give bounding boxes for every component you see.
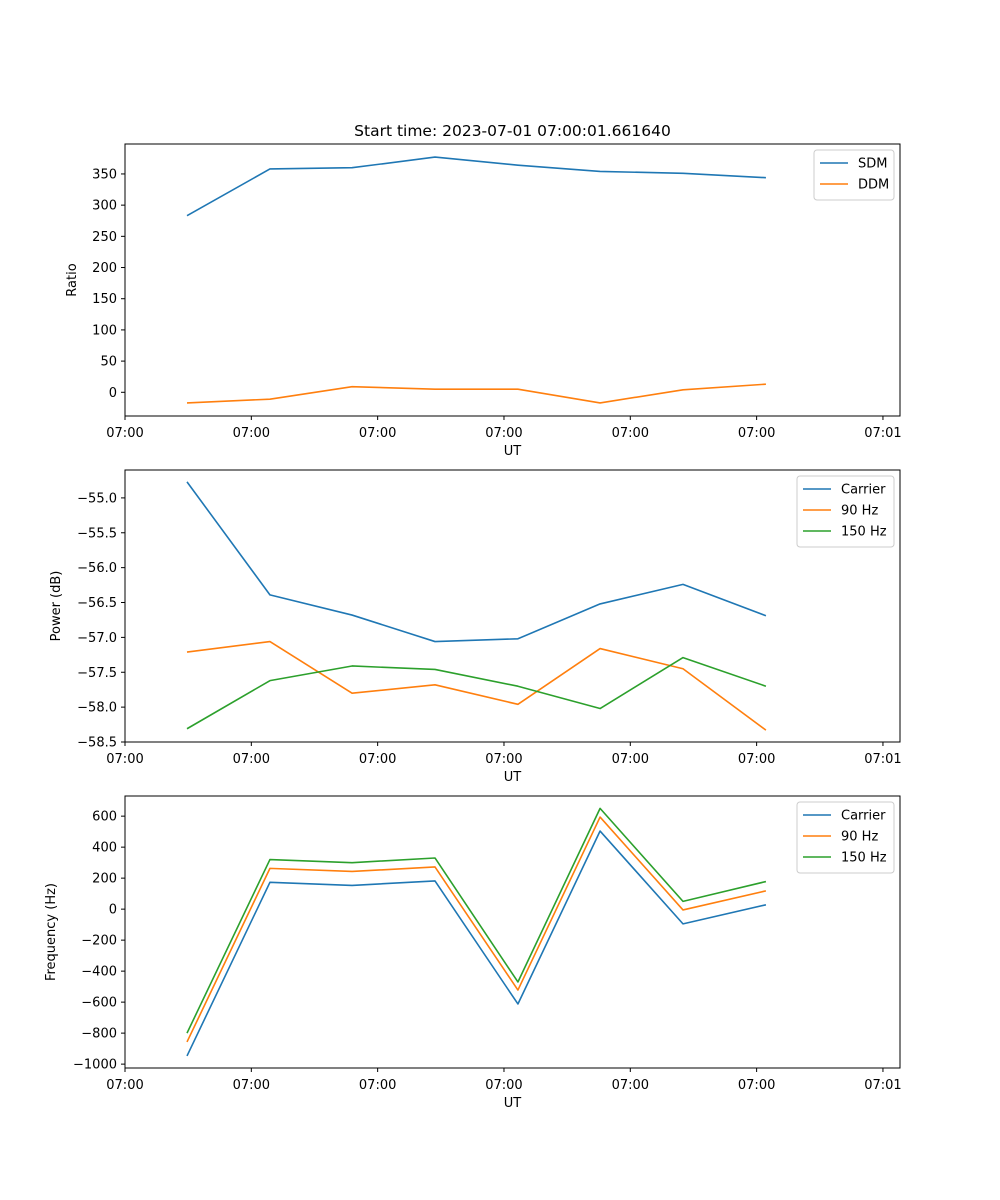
ratio-x-tick-label: 07:00 xyxy=(106,426,143,441)
frequency-legend: Carrier 90 Hz 150 Hz xyxy=(796,801,895,874)
frequency-y-tick-label: 600 xyxy=(92,810,117,825)
power-x-axis-label: UT xyxy=(504,770,522,785)
power-series-150-hz xyxy=(186,656,767,730)
ratio-panel: 07:00 07:00 07:00 07:00 07:00 07:00 07:01 0 50 10… xyxy=(65,122,902,459)
ratio-y-tick-label: 300 xyxy=(92,199,117,214)
ratio-chart-title: Start time: 2023-07-01 07:00:01.661640 xyxy=(354,122,671,140)
power-x-tick-label: 07:00 xyxy=(106,752,143,767)
frequency-x-tick-label: 07:00 xyxy=(738,1078,775,1093)
power-series-carrier xyxy=(186,481,767,643)
power-y-tick-label: −55.5 xyxy=(77,526,117,541)
ratio-legend-label: DDM xyxy=(858,178,889,193)
frequency-legend-label: Carrier xyxy=(841,809,886,824)
ratio-y-tick-label: 200 xyxy=(92,261,117,276)
ratio-series-sdm xyxy=(186,156,766,217)
ratio-x-tick-label: 07:01 xyxy=(864,426,901,441)
frequency-y-tick-label: −200 xyxy=(81,934,117,949)
frequency-x-tick-label: 07:00 xyxy=(106,1078,143,1093)
power-legend-box xyxy=(796,475,895,548)
frequency-y-tick-label: −600 xyxy=(81,996,117,1011)
power-axes-frame xyxy=(124,469,901,743)
power-y-tick-label: −57.0 xyxy=(77,631,117,646)
ratio-y-tick-label: 250 xyxy=(92,230,117,245)
power-x-tick-label: 07:01 xyxy=(864,752,901,767)
frequency-series-150-hz xyxy=(186,807,767,1034)
power-panel: 07:00 07:00 07:00 07:00 07:00 07:00 07:01 −58.5… xyxy=(49,469,902,785)
ratio-x-tick-label: 07:00 xyxy=(233,426,270,441)
frequency-y-tick-label: −1000 xyxy=(73,1058,117,1073)
power-legend-label: 90 Hz xyxy=(841,504,878,519)
ratio-y-tick-label: 50 xyxy=(100,355,117,370)
frequency-y-tick-label: −400 xyxy=(81,965,117,980)
ratio-x-tick-label: 07:00 xyxy=(612,426,649,441)
ratio-series-ddm xyxy=(186,383,766,404)
power-legend-label: 150 Hz xyxy=(841,525,887,540)
frequency-y-tick-label: −800 xyxy=(81,1027,117,1042)
frequency-legend-label: 150 Hz xyxy=(841,851,887,866)
ratio-y-tick-label: 100 xyxy=(92,323,117,338)
power-x-tick-label: 07:00 xyxy=(738,752,775,767)
ratio-x-axis-label: UT xyxy=(504,444,522,459)
frequency-y-tick-label: 200 xyxy=(92,872,117,887)
ratio-y-tick-label: 0 xyxy=(109,386,117,401)
frequency-y-tick-label: 0 xyxy=(109,903,117,918)
frequency-panel: 07:00 07:00 07:00 07:00 07:00 07:00 07:01 −1000… xyxy=(44,795,902,1111)
power-y-tick-label: −58.5 xyxy=(77,736,117,751)
power-y-tick-label: −58.0 xyxy=(77,701,117,716)
frequency-y-tick-label: 400 xyxy=(92,841,117,856)
ratio-y-tick-label: 150 xyxy=(92,292,117,307)
frequency-x-tick-label: 07:01 xyxy=(864,1078,901,1093)
power-legend: Carrier 90 Hz 150 Hz xyxy=(796,475,895,548)
ratio-axes-frame xyxy=(124,143,901,417)
frequency-series-carrier xyxy=(186,830,767,1057)
ratio-x-tick-label: 07:00 xyxy=(738,426,775,441)
power-y-tick-label: −56.5 xyxy=(77,596,117,611)
power-y-tick-label: −55.0 xyxy=(77,491,117,506)
power-x-tick-label: 07:00 xyxy=(359,752,396,767)
power-x-tick-label: 07:00 xyxy=(233,752,270,767)
frequency-series-90-hz xyxy=(186,816,767,1043)
power-x-tick-label: 07:00 xyxy=(612,752,649,767)
ratio-y-axis-label: Ratio xyxy=(65,263,80,296)
frequency-y-axis-label: Frequency (Hz) xyxy=(44,883,59,981)
ratio-y-tick-label: 350 xyxy=(92,167,117,182)
frequency-x-tick-label: 07:00 xyxy=(233,1078,270,1093)
frequency-x-tick-label: 07:00 xyxy=(612,1078,649,1093)
frequency-x-tick-label: 07:00 xyxy=(359,1078,396,1093)
frequency-legend-box xyxy=(796,801,895,874)
frequency-x-axis-label: UT xyxy=(504,1096,522,1111)
power-y-tick-label: −57.5 xyxy=(77,666,117,681)
power-y-tick-label: −56.0 xyxy=(77,561,117,576)
ratio-x-tick-label: 07:00 xyxy=(485,426,522,441)
frequency-x-tick-label: 07:00 xyxy=(485,1078,522,1093)
power-y-axis-label: Power (dB) xyxy=(49,571,64,642)
power-x-tick-label: 07:00 xyxy=(485,752,522,767)
frequency-legend-label: 90 Hz xyxy=(841,830,878,845)
ratio-legend: SDM DDM xyxy=(813,149,895,201)
power-legend-label: Carrier xyxy=(841,483,886,498)
ratio-legend-label: SDM xyxy=(858,157,887,172)
ratio-x-tick-label: 07:00 xyxy=(359,426,396,441)
frequency-axes-frame xyxy=(124,795,901,1069)
